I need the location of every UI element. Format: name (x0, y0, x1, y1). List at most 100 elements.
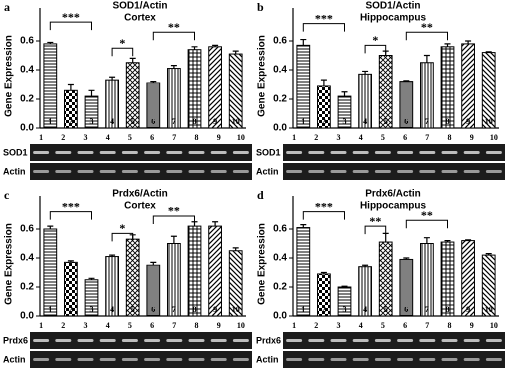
gel-band (99, 339, 116, 342)
lane-label: 4 (359, 133, 363, 142)
y-tick-label: 0.0 (273, 311, 287, 322)
lane-label: 1 (39, 321, 43, 330)
x-tick-label: 10 (232, 117, 240, 126)
gel-band (352, 339, 369, 342)
x-tick-label: 5 (131, 117, 135, 126)
error-bar (403, 257, 410, 260)
x-tick-label: 3 (90, 305, 94, 314)
gel-band (397, 339, 414, 342)
error-bar (485, 253, 492, 256)
gel-band (286, 339, 303, 342)
lane-label: 3 (337, 133, 341, 142)
gel-strip (283, 332, 505, 349)
lane-label: 8 (195, 133, 199, 142)
x-tick-label: 8 (446, 117, 450, 126)
error-bar (485, 51, 492, 53)
gel-band (144, 170, 161, 173)
lane-label: 2 (61, 321, 65, 330)
gel-band (188, 339, 205, 342)
gel-label: Actin (3, 166, 26, 176)
gel-band (33, 339, 50, 342)
error-bar (423, 54, 430, 63)
error-bar (465, 40, 472, 44)
significance-bracket (111, 232, 134, 242)
significance-bracket (49, 211, 92, 220)
bar (440, 241, 455, 317)
error-bar (403, 80, 410, 82)
gel-band (441, 170, 458, 173)
lane-label: 10 (490, 321, 498, 330)
gel-strip (30, 351, 252, 368)
gel-band (441, 339, 458, 342)
lane-label: 7 (425, 133, 429, 142)
y-tick-label: 0.4 (273, 253, 287, 264)
significance-label: *** (62, 199, 80, 213)
gel-band (485, 151, 502, 154)
lane-label: 9 (217, 133, 221, 142)
lane-label: 4 (359, 321, 363, 330)
chart-title: Prdx6/Actin (112, 189, 168, 200)
significance-bracket (49, 21, 92, 31)
significance-bracket (152, 31, 195, 41)
gel-band (33, 151, 50, 154)
y-tick-label: 0.6 (273, 36, 287, 47)
significance-bracket (302, 211, 345, 220)
gel-band (166, 151, 183, 154)
significance-bracket (302, 23, 345, 32)
chart-subtitle: Hippocampus (360, 201, 427, 212)
x-tick-label: 1 (48, 305, 52, 314)
gel-band (374, 151, 391, 154)
gel-band (374, 170, 391, 173)
error-bar (341, 91, 348, 97)
chart-title: Prdx6/Actin (365, 189, 421, 200)
gel-band (374, 358, 391, 361)
gel-band (441, 151, 458, 154)
y-axis-label: Gene Expression (4, 35, 15, 117)
y-tick-label: 0.0 (20, 311, 34, 322)
gel-band (352, 358, 369, 361)
gel-label: SOD1 (3, 147, 28, 157)
error-bar (109, 76, 116, 81)
lane-label: 2 (314, 133, 318, 142)
y-tick-label: 0.4 (20, 253, 34, 264)
bar (358, 266, 372, 317)
error-bar (150, 261, 157, 266)
error-bar (67, 260, 74, 263)
gel-band (463, 339, 480, 342)
x-tick-label: 7 (172, 305, 176, 314)
lane-label: 10 (237, 133, 245, 142)
gel-band (352, 170, 369, 173)
x-tick-label: 3 (343, 305, 347, 314)
error-bar (444, 240, 451, 243)
y-tick-label: 0.2 (20, 94, 34, 105)
significance-label: * (119, 221, 125, 235)
gel-band (144, 358, 161, 361)
y-tick-label: 0.2 (273, 94, 287, 105)
lane-label: 3 (84, 133, 88, 142)
gel-band (77, 170, 94, 173)
gel-band (232, 358, 249, 361)
error-bar (232, 247, 239, 251)
lane-label: 1 (39, 133, 43, 142)
gel-label: SOD1 (256, 147, 281, 157)
error-bar (341, 285, 348, 287)
bar (296, 44, 311, 129)
x-tick-label: 3 (343, 117, 347, 126)
error-bar (150, 81, 157, 84)
gel-band (485, 170, 502, 173)
significance-label: *** (315, 199, 333, 213)
lane-label: 5 (381, 321, 385, 330)
x-tick-label: 3 (90, 117, 94, 126)
error-bar (320, 271, 327, 274)
gel-band (419, 339, 436, 342)
significance-bracket (405, 31, 448, 41)
error-bar (88, 277, 95, 280)
panel-letter: a (4, 0, 10, 14)
gel-band (485, 339, 502, 342)
gel-band (397, 151, 414, 154)
x-tick-label: 8 (446, 305, 450, 314)
gel-band (33, 170, 50, 173)
